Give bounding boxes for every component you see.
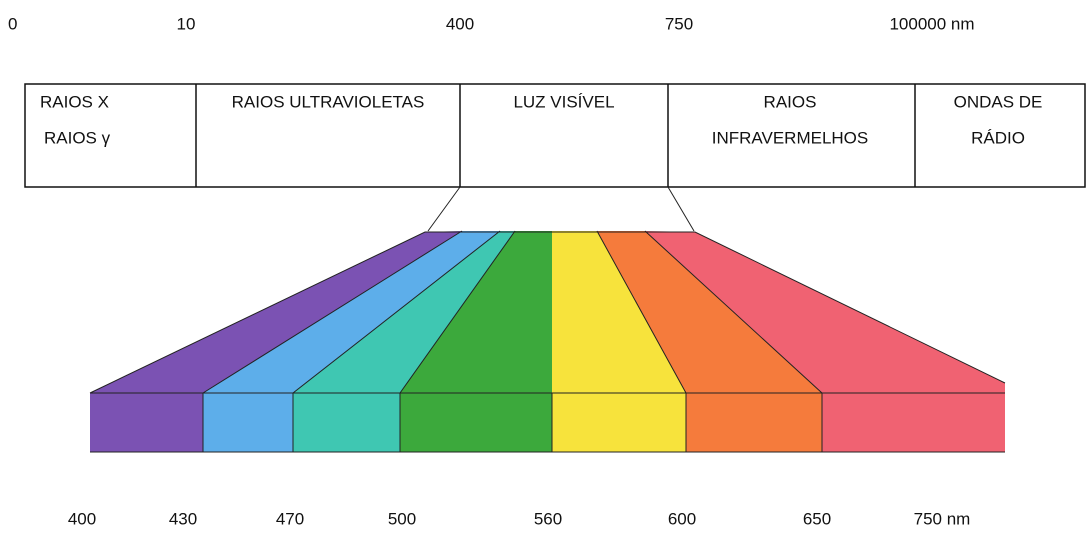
zoom-line <box>427 186 461 232</box>
band-red <box>822 393 1005 452</box>
band-violet <box>90 393 203 452</box>
outline <box>89 231 1006 394</box>
scale-label: 400 <box>68 509 96 528</box>
band-cyan <box>293 231 515 393</box>
band-blue <box>203 231 500 393</box>
zoom-line <box>667 186 695 232</box>
band-red <box>645 231 1005 393</box>
scale-label: 750 nm <box>914 509 971 528</box>
divider <box>292 230 501 394</box>
scale-label: 10 <box>177 14 196 33</box>
scale-label: 430 <box>169 509 197 528</box>
scale-label: 400 <box>446 14 474 33</box>
band-yellow <box>552 393 686 452</box>
region-label: RAIOS X <box>40 92 109 111</box>
band-green <box>400 393 552 452</box>
band-blue <box>203 393 293 452</box>
region-label: RAIOS γ <box>44 128 111 147</box>
scale-label: 0 <box>8 14 17 33</box>
region-label: LUZ VISÍVEL <box>513 92 614 111</box>
band-orange <box>597 231 822 393</box>
band-yellow <box>552 231 686 393</box>
region-label: RAIOS ULTRAVIOLETAS <box>232 92 425 111</box>
scale-label: 750 <box>665 14 693 33</box>
divider <box>596 230 687 394</box>
band-green <box>400 231 552 393</box>
region-label: ONDAS DE <box>954 92 1043 111</box>
scale-label: 600 <box>668 509 696 528</box>
divider <box>644 230 823 394</box>
divider <box>399 230 516 394</box>
scale-label: 100000 nm <box>889 14 974 33</box>
scale-label: 560 <box>534 509 562 528</box>
scale-label: 500 <box>388 509 416 528</box>
region-label: RAIOS <box>764 92 817 111</box>
visible-spectrum <box>89 230 1006 453</box>
scale-label: 470 <box>276 509 304 528</box>
region-table <box>24 83 1086 188</box>
band-violet <box>90 231 462 393</box>
region-label: INFRAVERMELHOS <box>712 128 869 147</box>
region-label: RÁDIO <box>971 128 1025 147</box>
band-orange <box>686 393 822 452</box>
band-cyan <box>293 393 400 452</box>
scale-label: 650 <box>803 509 831 528</box>
divider <box>202 230 463 394</box>
